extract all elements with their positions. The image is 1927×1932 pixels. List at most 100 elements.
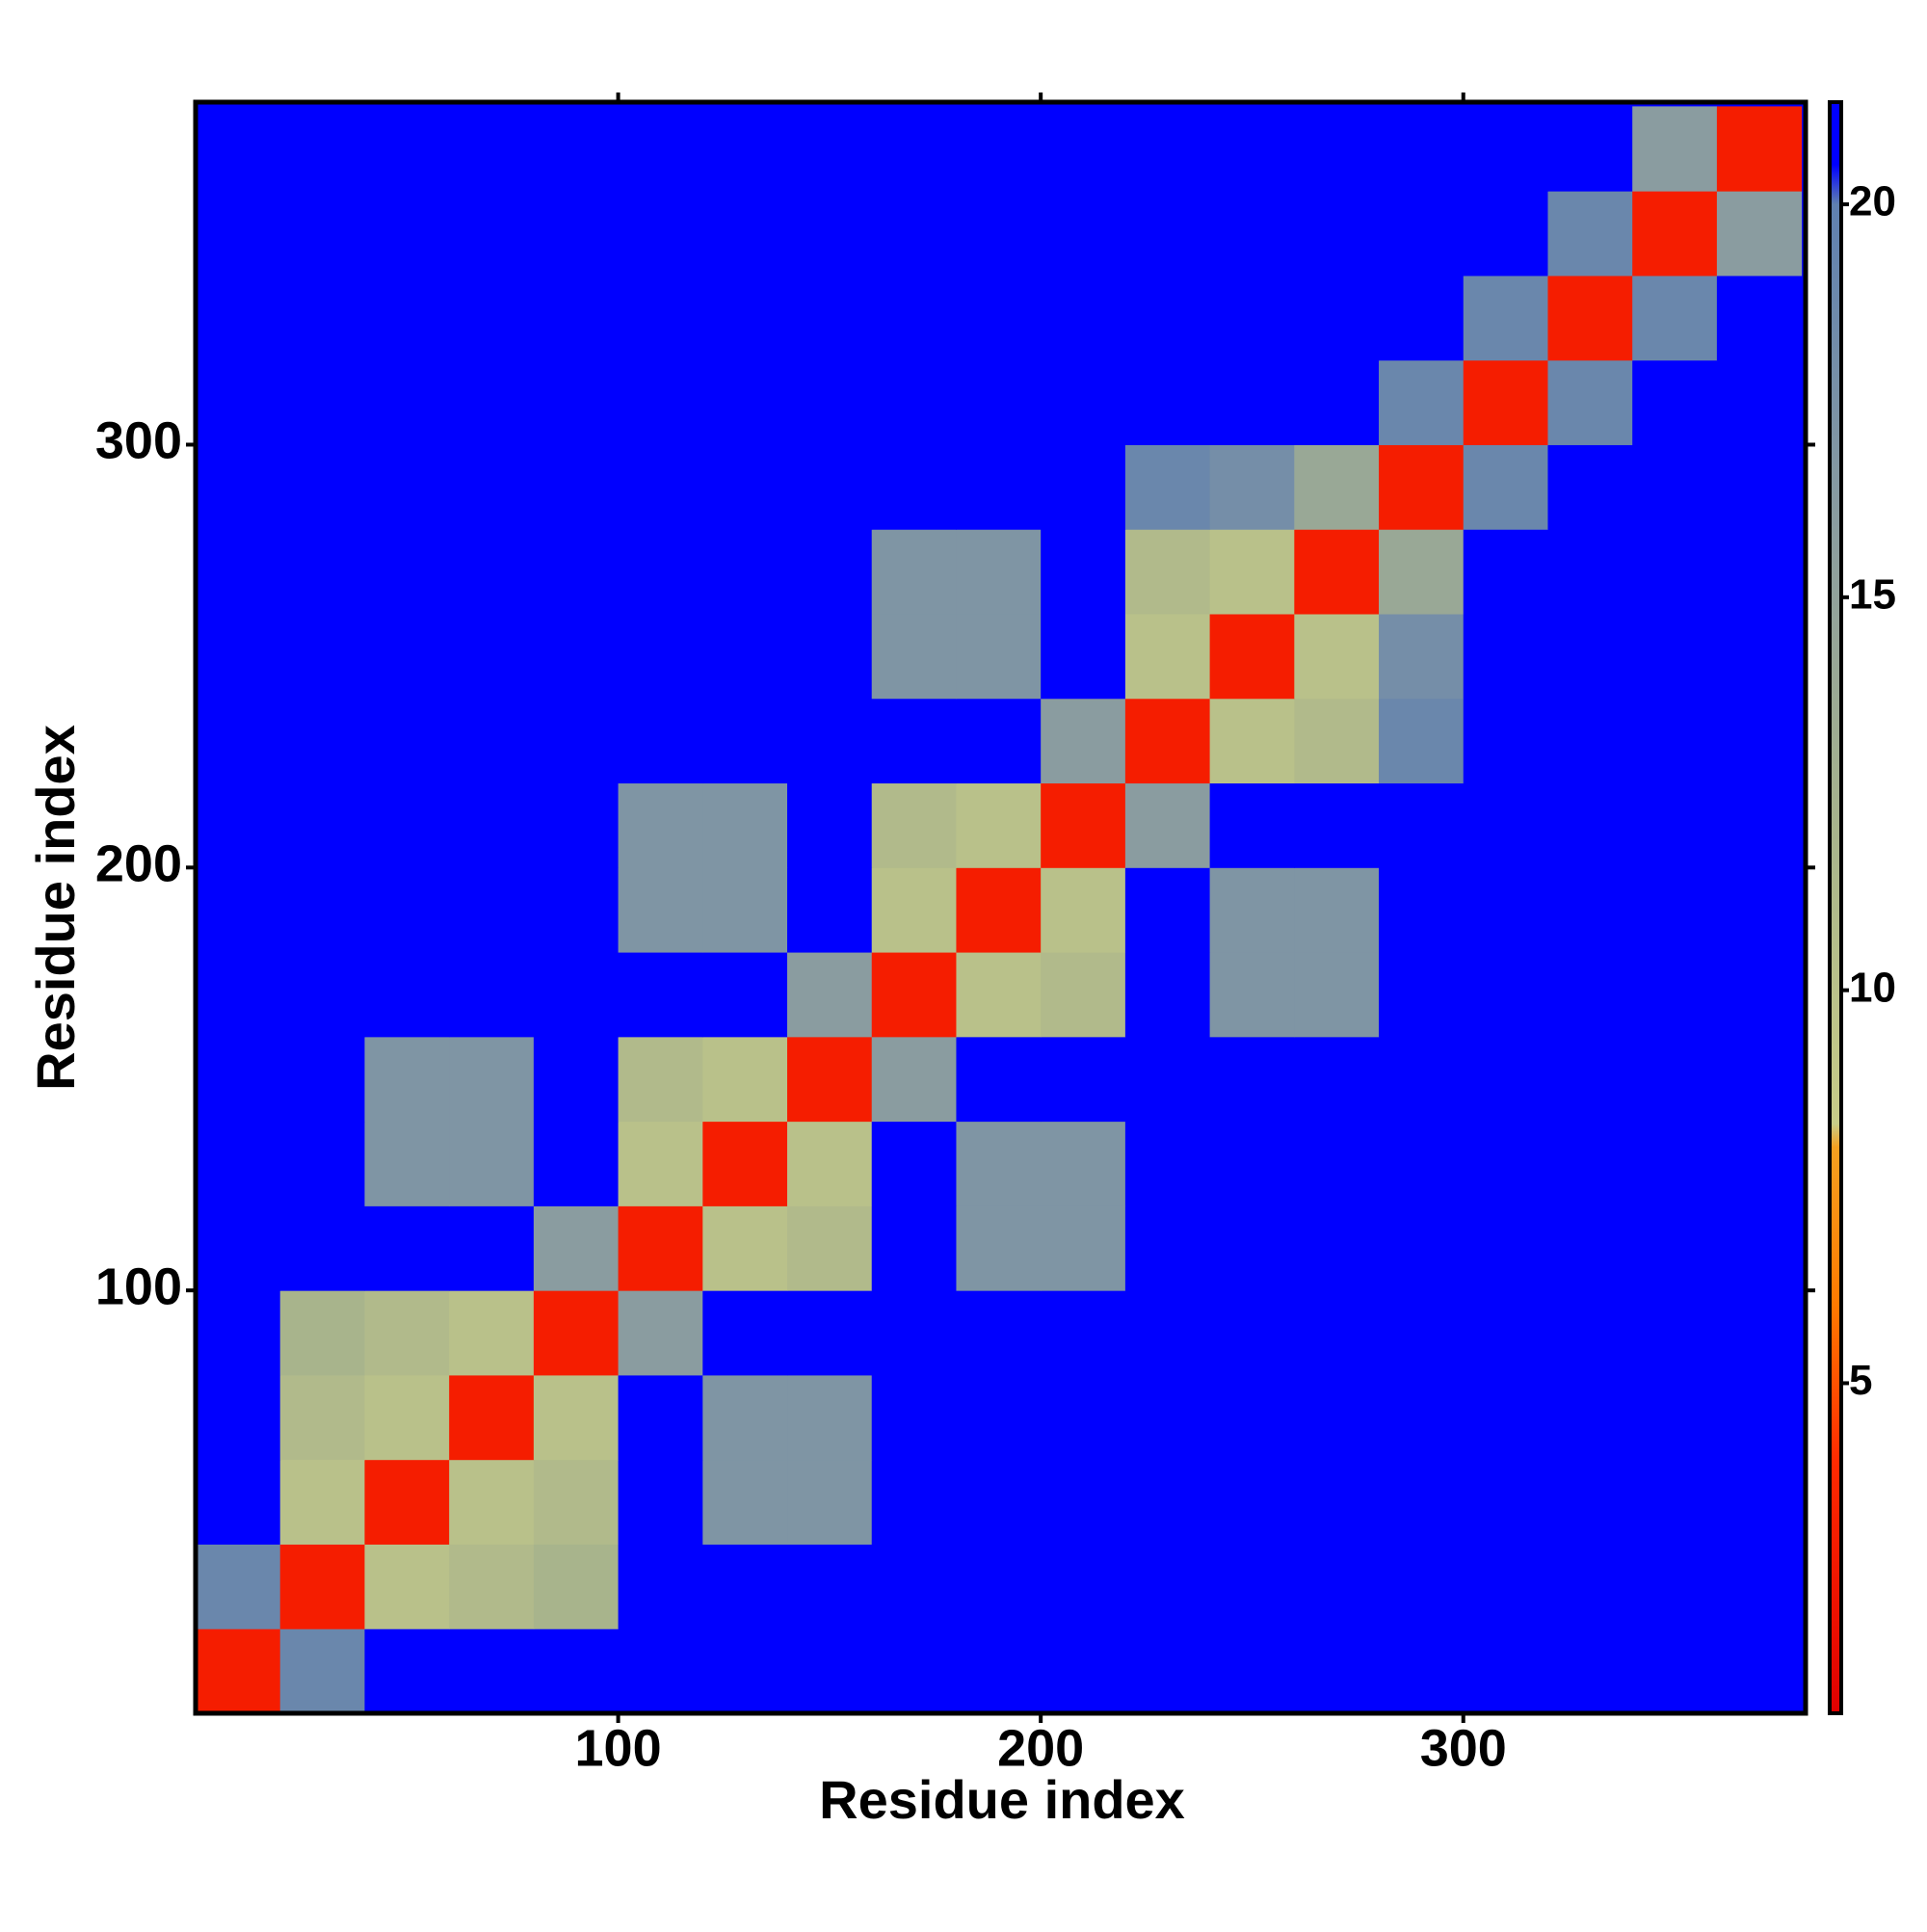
heatmap-cell — [618, 191, 703, 277]
heatmap-cell — [1463, 867, 1548, 953]
heatmap-cell — [702, 867, 788, 953]
heatmap-cell — [618, 359, 703, 445]
heatmap-cell — [1632, 191, 1718, 277]
heatmap-cell — [871, 529, 957, 615]
heatmap-cell — [618, 275, 703, 361]
heatmap-cell — [1379, 1205, 1465, 1291]
heatmap-cell — [787, 782, 873, 868]
heatmap-cell — [956, 191, 1042, 277]
heatmap-cell — [364, 359, 450, 445]
heatmap-cell — [364, 1205, 450, 1291]
heatmap-cell — [787, 1036, 873, 1123]
heatmap-cell — [1632, 614, 1718, 700]
heatmap-cell — [871, 1374, 957, 1461]
heatmap-cell — [1041, 614, 1126, 700]
heatmap-cell — [1041, 106, 1126, 192]
heatmap-cell — [1632, 275, 1718, 361]
heatmap-cell — [1716, 1459, 1803, 1545]
heatmap-cell — [1124, 1205, 1211, 1291]
heatmap-cell — [871, 782, 957, 868]
heatmap-cell — [1632, 1374, 1718, 1461]
heatmap-cell — [279, 191, 365, 277]
heatmap-cell — [364, 952, 450, 1038]
heatmap-cell — [279, 444, 365, 530]
heatmap-cell — [702, 1544, 788, 1629]
heatmap-cell — [1716, 952, 1803, 1038]
heatmap-cell — [1547, 1628, 1633, 1714]
heatmap-cell — [1379, 867, 1465, 953]
heatmap-cell — [956, 444, 1042, 530]
heatmap-cell — [449, 952, 535, 1038]
heatmap-cell — [1716, 1290, 1803, 1376]
heatmap-cell — [1632, 529, 1718, 615]
heatmap-cell — [364, 191, 450, 277]
x-tick-label: 200 — [997, 1719, 1084, 1777]
heatmap-cell — [1379, 529, 1465, 615]
heatmap-cell — [871, 698, 957, 784]
heatmap-cell — [787, 275, 873, 361]
heatmap-cell — [364, 1290, 450, 1376]
heatmap-cell — [1716, 867, 1803, 953]
heatmap-cell — [956, 275, 1042, 361]
heatmap-cell — [1124, 529, 1211, 615]
heatmap-cell — [1716, 1628, 1803, 1714]
heatmap-cell — [956, 614, 1042, 700]
x-tick-label: 100 — [575, 1719, 662, 1777]
heatmap-cell — [871, 359, 957, 445]
heatmap-cell — [1379, 444, 1465, 530]
heatmap-cell — [449, 191, 535, 277]
heatmap-cell — [1294, 952, 1380, 1038]
heatmap-cell — [364, 1374, 450, 1461]
heatmap-cell — [196, 191, 281, 277]
heatmap-cell — [533, 1459, 620, 1545]
heatmap-cell — [1041, 1628, 1126, 1714]
heatmap-cell — [702, 191, 788, 277]
heatmap-cell — [1547, 1036, 1633, 1123]
heatmap-cell — [449, 1036, 535, 1123]
heatmap-cell — [533, 1544, 620, 1629]
heatmap-cell — [196, 275, 281, 361]
heatmap-cell — [1294, 106, 1380, 192]
heatmap-cell — [956, 952, 1042, 1038]
heatmap-cell — [702, 952, 788, 1038]
heatmap-cell — [871, 867, 957, 953]
heatmap-cell — [618, 1036, 703, 1123]
heatmap-cell — [1124, 782, 1211, 868]
heatmap-cell — [449, 1290, 535, 1376]
heatmap-cell — [1463, 191, 1548, 277]
heatmap-cell — [1463, 1374, 1548, 1461]
heatmap-cell — [1124, 191, 1211, 277]
heatmap-cell — [1547, 191, 1633, 277]
heatmap-cell — [1124, 698, 1211, 784]
y-tick-label: 200 — [95, 835, 182, 893]
heatmap-cell — [196, 1036, 281, 1123]
heatmap-cell — [196, 1544, 281, 1629]
heatmap-cell — [1209, 1036, 1295, 1123]
heatmap-cell — [1041, 1374, 1126, 1461]
heatmap-cell — [279, 782, 365, 868]
heatmap-cell — [618, 698, 703, 784]
heatmap-cell — [702, 614, 788, 700]
heatmap-cell — [533, 1036, 620, 1123]
heatmap-cell — [1716, 782, 1803, 868]
heatmap-cell — [1379, 1459, 1465, 1545]
heatmap-cell — [1379, 614, 1465, 700]
plot-frame — [193, 99, 1808, 1716]
heatmap-cell — [1124, 444, 1211, 530]
heatmap-cell — [871, 1121, 957, 1206]
heatmap-cell — [1379, 1290, 1465, 1376]
heatmap-cell — [196, 1374, 281, 1461]
heatmap-cell — [871, 1036, 957, 1123]
heatmap-cell — [1041, 444, 1126, 530]
heatmap-cell — [1294, 867, 1380, 953]
heatmap-cell — [1294, 1121, 1380, 1206]
heatmap-cell — [702, 782, 788, 868]
heatmap-cell — [196, 867, 281, 953]
heatmap-cell — [871, 1205, 957, 1291]
heatmap-cell — [364, 1036, 450, 1123]
heatmap-cell — [449, 867, 535, 953]
heatmap-cell — [196, 444, 281, 530]
heatmap-cell — [1124, 867, 1211, 953]
heatmap-cell — [1716, 1205, 1803, 1291]
heatmap-cell — [533, 698, 620, 784]
